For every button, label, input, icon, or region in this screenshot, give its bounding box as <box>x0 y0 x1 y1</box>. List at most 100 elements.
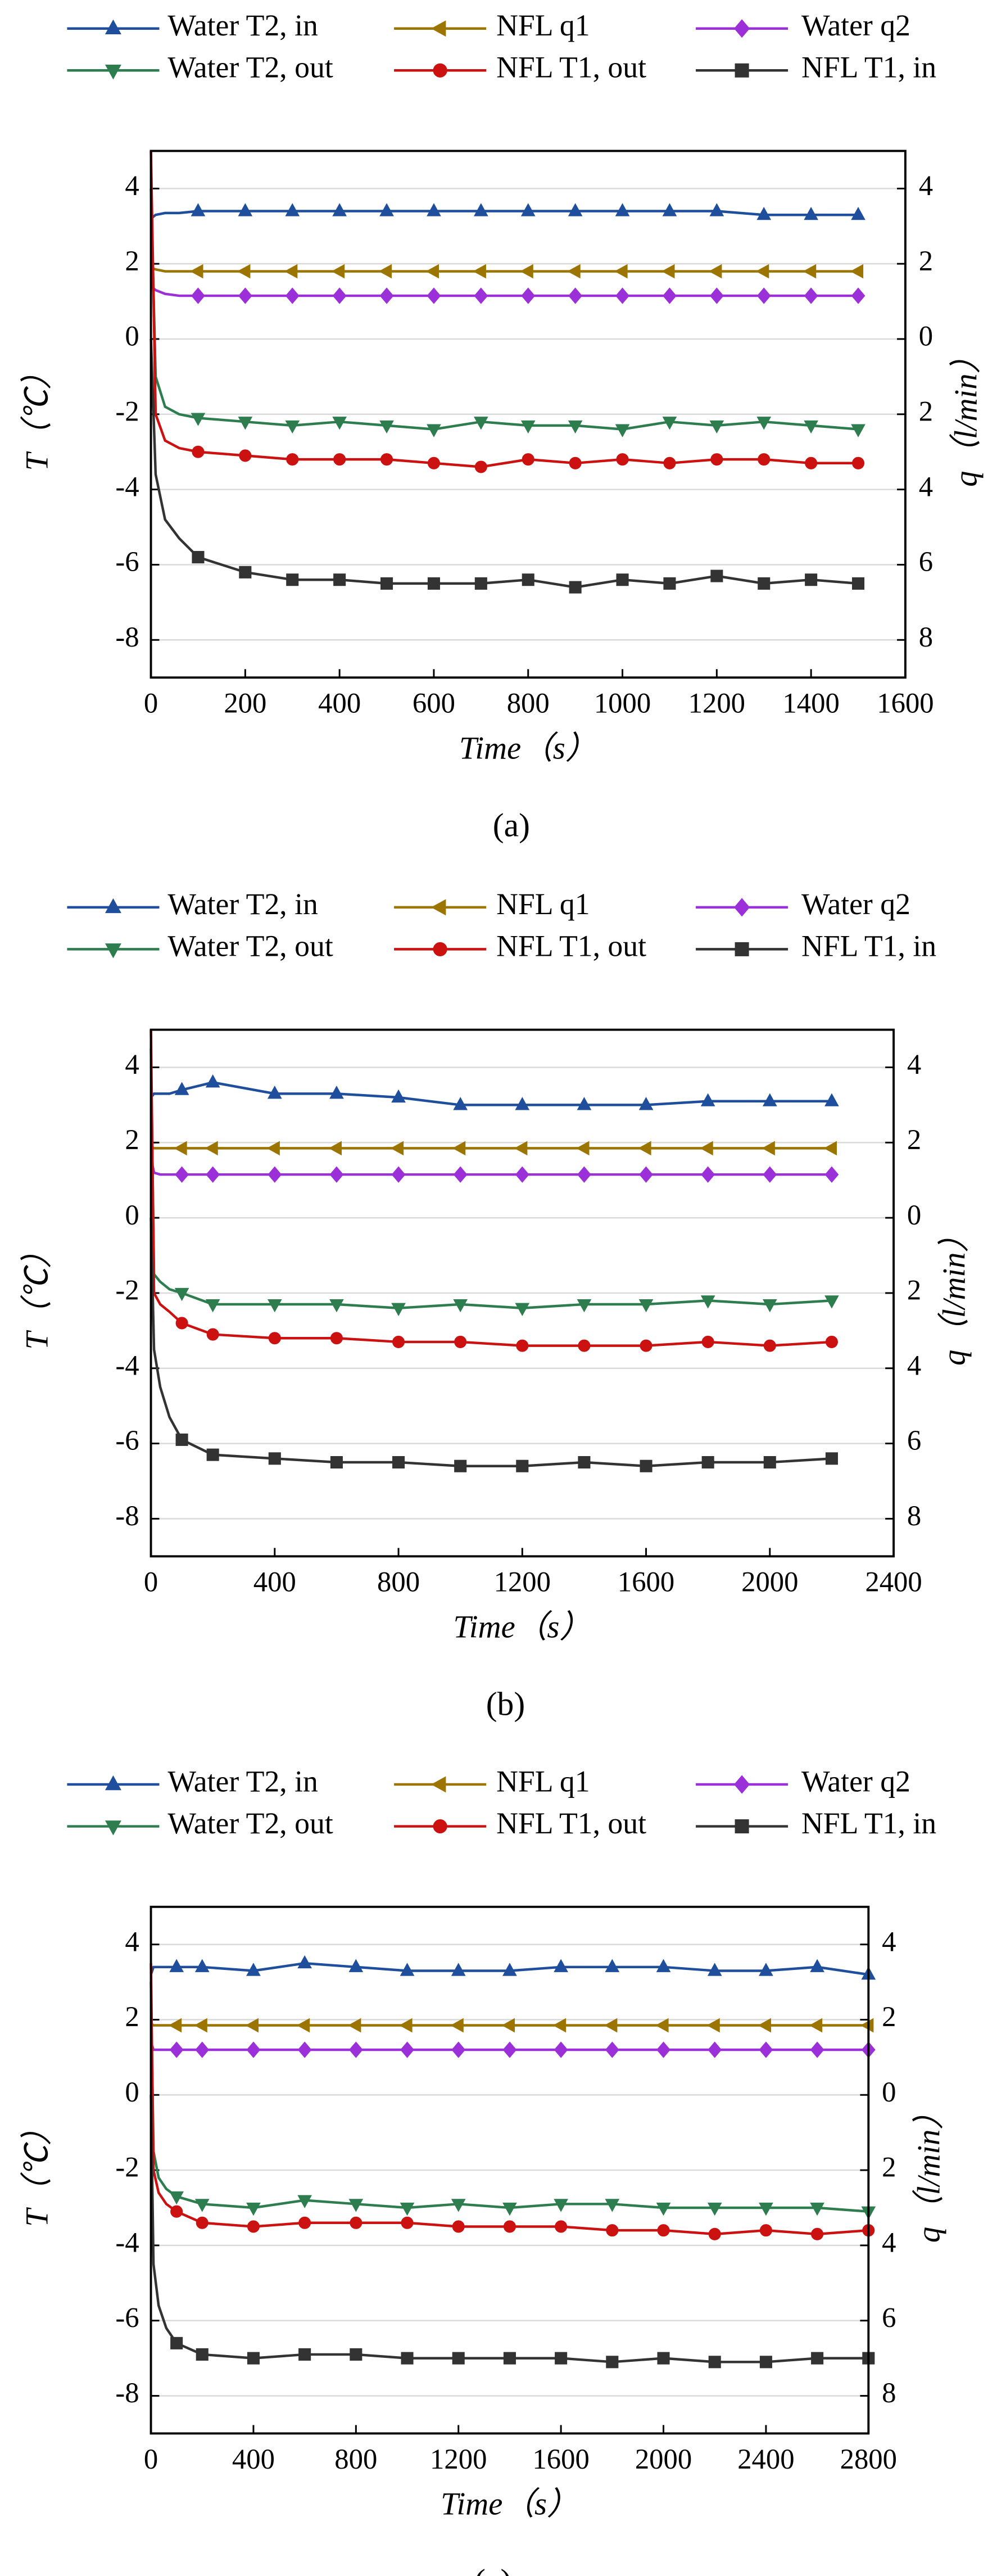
y2-tick-label: 8 <box>882 2377 896 2408</box>
marker <box>567 264 581 279</box>
marker <box>663 457 676 469</box>
caption: (c) <box>474 2563 511 2576</box>
marker <box>569 581 582 594</box>
marker <box>662 417 677 430</box>
marker <box>700 1295 715 1309</box>
series-line <box>149 1029 832 1347</box>
y-tick-label: 4 <box>125 170 139 201</box>
y-tick-label: -8 <box>115 1500 139 1531</box>
marker <box>169 2041 184 2058</box>
y2-axis-label: q（l/min） <box>949 342 984 487</box>
marker <box>709 203 724 216</box>
marker <box>454 1459 467 1472</box>
marker <box>298 2216 311 2229</box>
y-tick-label: -2 <box>115 1275 139 1306</box>
marker <box>756 206 772 220</box>
marker <box>451 2041 466 2058</box>
marker <box>348 2018 361 2033</box>
series-line <box>149 1157 832 1176</box>
y2-tick-label: 0 <box>882 2076 896 2108</box>
marker <box>851 287 865 304</box>
marker <box>522 573 534 586</box>
marker <box>860 2018 874 2033</box>
marker <box>701 1456 714 1469</box>
series-line <box>150 266 859 273</box>
marker <box>206 1328 219 1341</box>
marker <box>758 577 771 590</box>
marker <box>205 1141 218 1156</box>
y-axis-label: T（℃） <box>20 2113 55 2226</box>
marker <box>762 1299 777 1313</box>
marker <box>238 417 253 430</box>
legend-label: Water T2, in <box>167 887 318 921</box>
marker <box>333 453 346 466</box>
marker <box>810 2041 824 2058</box>
marker <box>329 1299 344 1313</box>
marker <box>192 551 205 564</box>
marker <box>661 264 675 279</box>
marker <box>758 453 771 466</box>
marker <box>268 1452 281 1465</box>
marker <box>759 2202 773 2216</box>
caption: (a) <box>493 806 530 843</box>
marker <box>206 1166 220 1183</box>
marker <box>825 1452 838 1465</box>
marker <box>453 1166 468 1183</box>
marker <box>196 2348 209 2361</box>
x-tick-label: 600 <box>413 688 455 719</box>
marker <box>170 2337 183 2349</box>
x-tick-label: 1200 <box>494 1566 551 1598</box>
marker <box>707 2202 722 2216</box>
marker <box>756 287 771 304</box>
marker <box>804 206 818 220</box>
y2-tick-label: 6 <box>882 2302 896 2333</box>
marker <box>297 1955 312 1969</box>
y-tick-label: 0 <box>125 320 139 352</box>
marker <box>709 420 724 434</box>
y-tick-label: -4 <box>115 1349 139 1381</box>
marker <box>174 1082 189 1095</box>
marker <box>638 1299 654 1313</box>
marker <box>825 1335 838 1348</box>
legend-label: Water T2, out <box>167 1806 333 1840</box>
marker <box>522 453 534 466</box>
marker <box>451 1963 466 1976</box>
marker <box>824 1295 839 1309</box>
marker <box>708 2227 721 2240</box>
legend-marker <box>433 942 447 956</box>
legend-marker <box>431 20 446 37</box>
marker <box>663 577 676 590</box>
y-tick-label: -8 <box>115 621 139 653</box>
marker <box>332 287 347 304</box>
y-tick-label: 0 <box>125 1199 139 1231</box>
marker <box>502 2041 517 2058</box>
marker <box>810 1959 824 1972</box>
marker <box>247 2352 260 2365</box>
marker <box>638 1141 651 1156</box>
marker <box>701 1335 714 1348</box>
marker <box>474 203 488 216</box>
x-tick-label: 400 <box>318 688 361 719</box>
marker <box>379 420 394 434</box>
marker <box>247 2220 260 2233</box>
marker <box>503 2352 516 2365</box>
marker <box>640 1339 652 1352</box>
marker <box>191 203 206 216</box>
x-axis-label: Time（s） <box>441 2487 579 2522</box>
marker <box>615 424 630 437</box>
x-tick-label: 800 <box>507 688 550 719</box>
y2-tick-label: 2 <box>919 245 933 277</box>
marker <box>205 1299 220 1313</box>
marker <box>577 1097 592 1110</box>
marker <box>392 1335 405 1348</box>
x-tick-label: 200 <box>224 688 266 719</box>
marker <box>605 2199 620 2212</box>
marker <box>332 203 347 216</box>
marker <box>206 1448 219 1461</box>
marker <box>615 203 630 216</box>
legend-marker <box>105 943 121 959</box>
marker <box>174 1287 189 1301</box>
marker <box>521 287 536 304</box>
y2-tick-label: 6 <box>907 1425 921 1456</box>
